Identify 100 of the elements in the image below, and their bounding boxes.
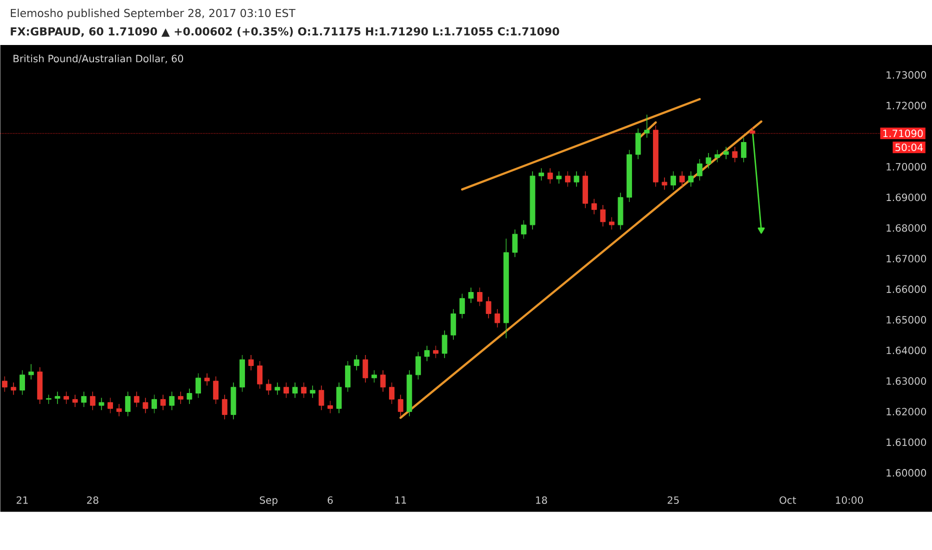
candlestick — [169, 392, 175, 410]
candlestick — [644, 114, 650, 138]
candlestick — [213, 376, 219, 404]
candlestick — [186, 388, 192, 404]
candlestick — [266, 379, 272, 396]
candlestick — [574, 171, 580, 188]
candlestick — [662, 177, 668, 190]
candlestick — [230, 382, 236, 420]
y-tick-label: 1.60000 — [886, 469, 926, 477]
x-tick-label: 25 — [668, 496, 679, 504]
candlestick — [442, 330, 448, 358]
candlestick — [696, 158, 702, 181]
candlestick — [670, 171, 676, 190]
candlestick — [538, 168, 544, 181]
candlestick — [591, 198, 597, 215]
x-tick-label: 18 — [536, 496, 547, 504]
candlestick — [740, 138, 746, 163]
candlestick — [714, 150, 720, 163]
y-tick-label: 1.73000 — [886, 71, 926, 79]
candlestick — [20, 370, 26, 396]
candlestick — [494, 308, 500, 328]
candlestick — [28, 364, 34, 380]
candlestick — [433, 346, 438, 358]
candlestick — [512, 229, 518, 258]
candlestick — [345, 360, 351, 392]
candlestick — [723, 146, 729, 160]
chart-title: FX:GBPAUD, 60 1.71090 ▲ +0.00602 (+0.35%) O:1.71175 H:1.71290 L:1.71055 C:1.71090 — [10, 27, 560, 38]
candlestick — [626, 150, 632, 202]
y-tick-label: 1.67000 — [886, 254, 926, 262]
y-tick-label: 1.72000 — [886, 102, 926, 110]
text: 50:04 — [895, 144, 923, 152]
candlestick — [477, 288, 482, 306]
candlestick — [178, 392, 184, 404]
candlestick — [72, 394, 78, 408]
candlestick — [125, 392, 131, 417]
candlestick — [10, 382, 16, 396]
ref-line-label: 1.71090 — [883, 130, 923, 138]
candlestick — [609, 217, 614, 230]
candlestick — [98, 398, 104, 410]
x-tick-label: 6 — [328, 496, 333, 504]
candlestick — [204, 373, 210, 386]
candlestick — [301, 382, 307, 398]
candlestick — [54, 392, 60, 404]
candlestick — [521, 220, 526, 240]
candlestick — [362, 354, 368, 383]
y-tick-label: 1.69000 — [886, 194, 926, 202]
candlestick — [327, 400, 333, 414]
y-tick-label: 1.65000 — [886, 316, 926, 324]
candlestick — [142, 398, 148, 414]
y-tick-label: 1.70000 — [886, 163, 926, 171]
x-tick-label: 21 — [16, 496, 28, 504]
candlestick — [64, 392, 69, 404]
candlestick — [635, 128, 641, 160]
candlestick — [37, 367, 43, 404]
x-tick-label: 11 — [395, 496, 406, 504]
candlestick — [503, 238, 509, 339]
candlestick — [2, 376, 8, 392]
candlestick — [310, 385, 316, 398]
candlestick — [732, 146, 738, 163]
x-tick-label: 10:00 — [836, 496, 863, 504]
candlestick — [424, 346, 430, 362]
candlestick — [486, 296, 492, 319]
candlestick — [380, 370, 386, 392]
candlestick — [750, 127, 756, 135]
x-tick-label: Sep — [260, 496, 278, 506]
candlestick — [292, 382, 298, 398]
candlestick — [160, 394, 166, 410]
y-tick-label: 1.61000 — [886, 438, 926, 446]
candlestick — [116, 404, 122, 417]
candlestick — [108, 398, 113, 414]
candlestick — [618, 192, 624, 230]
candlestick — [257, 360, 263, 390]
candlestick — [530, 171, 536, 230]
candlestick — [415, 352, 421, 380]
candlestick — [406, 370, 412, 417]
candlestick — [688, 171, 694, 188]
x-tick-label: 28 — [87, 496, 98, 504]
y-tick-label: 1.62000 — [886, 408, 926, 416]
y-tick-label: 1.68000 — [886, 224, 926, 232]
candlestick — [679, 171, 685, 188]
candlestick — [389, 382, 394, 404]
candlestick — [90, 392, 96, 410]
candlestick — [652, 125, 658, 188]
candlestick — [152, 394, 157, 414]
candlestick — [398, 394, 404, 417]
candlestick — [248, 354, 254, 371]
candlestick — [354, 354, 360, 371]
x-tick-label: Oct — [780, 496, 796, 504]
candlestick — [556, 171, 562, 184]
candlestick — [274, 382, 280, 396]
candlestick — [371, 370, 377, 383]
candlestick — [196, 373, 201, 398]
y-tick-label: 1.64000 — [886, 346, 926, 354]
candlestick — [336, 382, 342, 414]
chart-subtitle: British Pound/Australian Dollar, 60 — [14, 54, 184, 64]
y-tick-label: 1.66000 — [886, 286, 926, 294]
candlestick — [600, 204, 606, 227]
text: Elemosho published September 28, 2017 03:10 EST — [10, 8, 296, 20]
y-tick-label: 1.63000 — [886, 377, 926, 385]
candlestick — [134, 392, 140, 408]
